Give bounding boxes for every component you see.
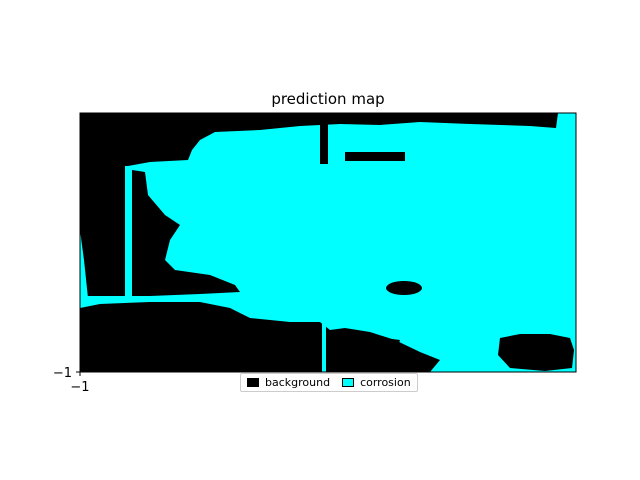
legend-label-corrosion: corrosion [360, 376, 411, 389]
background-region-bottom-right [498, 334, 574, 371]
corrosion-streaks [80, 166, 326, 372]
legend: background corrosion [240, 373, 418, 392]
x-tick-label: −1 [70, 380, 89, 395]
corrosion-streak-horizontal [80, 296, 250, 300]
background-region-left [80, 166, 128, 298]
legend-item-background: background [247, 376, 330, 389]
legend-label-background: background [265, 376, 331, 389]
legend-item-corrosion: corrosion [342, 376, 411, 389]
background-regions [80, 113, 574, 372]
corrosion-streak-vertical [125, 166, 129, 298]
plot-area [79, 112, 577, 373]
axes-frame [79, 112, 577, 373]
background-region-left-wedge [132, 170, 240, 298]
chart-title: prediction map [271, 90, 384, 108]
background-region-notch-1 [320, 124, 328, 164]
legend-swatch-background [247, 378, 259, 387]
background-region-bottom-mid [330, 328, 440, 372]
background-region-top [80, 113, 558, 166]
legend-swatch-corrosion [342, 378, 355, 387]
y-tick-label: −1 [53, 366, 72, 381]
background-region-mid-blob [386, 281, 422, 295]
background-region-bottom [80, 302, 400, 372]
corrosion-streak-bottom [322, 322, 326, 372]
background-region-notch-2 [345, 152, 405, 161]
